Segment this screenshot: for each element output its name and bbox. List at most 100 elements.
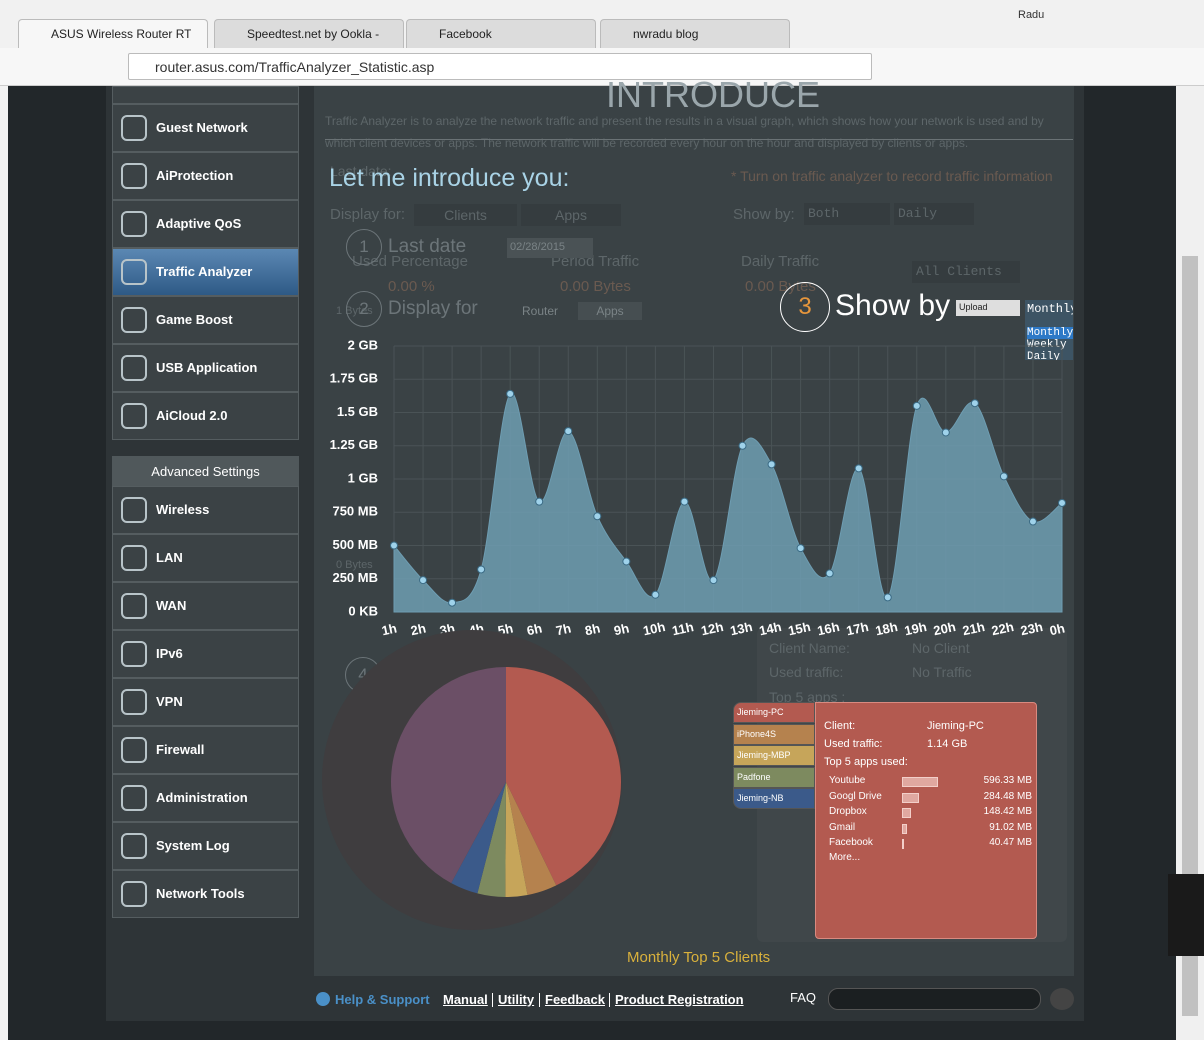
menu-icon: [121, 881, 147, 907]
faded-text: Top 5 apps :: [769, 689, 846, 705]
intro-text: Let me introduce you:: [329, 164, 570, 192]
menu-label: Firewall: [156, 742, 205, 757]
client-legend-item[interactable]: Padfone: [733, 766, 815, 788]
client-legend-item[interactable]: Jieming-NB: [733, 788, 815, 809]
client-legend-item[interactable]: Jieming-MBP: [733, 745, 815, 766]
browser-tab[interactable]: nwradu blog: [600, 19, 790, 48]
menu-item[interactable]: Administration: [112, 774, 299, 822]
faded-select: Both: [804, 203, 890, 225]
faded-text: Used traffic:: [769, 664, 844, 680]
app-bar: [902, 808, 911, 818]
client-name: Padfone: [737, 771, 771, 782]
detail-text: Dropbox: [829, 806, 867, 817]
router-option: Router: [522, 304, 559, 318]
menu-item[interactable]: LAN: [112, 534, 299, 582]
step-label: Last date: [388, 235, 467, 257]
date-box: 02/28/2015: [507, 238, 593, 258]
menu-label: System Log: [156, 838, 230, 853]
menu-label: VPN: [156, 694, 183, 709]
menu-item[interactable]: Network Tools: [112, 870, 299, 918]
faded-text: Daily Traffic: [741, 253, 820, 270]
menu-label: AiCloud 2.0: [156, 408, 228, 423]
description: Traffic Analyzer is to analyze the netwo…: [325, 114, 1044, 150]
menu-item[interactable]: WAN: [112, 582, 299, 630]
menu-label: AiProtection: [156, 168, 234, 183]
browser-tab[interactable]: Facebook: [406, 19, 596, 48]
left-strip: [0, 86, 8, 1040]
detail-text: Googl Drive: [829, 790, 882, 802]
footer-link[interactable]: Product Registration: [615, 992, 744, 1007]
app-bar: [902, 777, 938, 787]
address-bar[interactable]: [128, 53, 872, 80]
dropdown-option[interactable]: Monthly: [1027, 327, 1073, 339]
menu-item[interactable]: Traffic Analyzer: [112, 248, 299, 296]
divider: [325, 139, 1073, 140]
step-circle: 3: [780, 282, 830, 332]
menu-item[interactable]: USB Application: [112, 344, 299, 392]
app-bar: [902, 839, 905, 849]
browser-tab[interactable]: Speedtest.net by Ookla -: [214, 19, 404, 48]
footer-link[interactable]: Manual: [443, 992, 488, 1007]
step-circle: 1: [346, 229, 382, 265]
detail-text: Jieming-PC: [927, 720, 984, 732]
detail-text: 91.02 MB: [989, 821, 1032, 833]
menu-item[interactable]: Adaptive QoS: [112, 200, 299, 248]
detail-text: 148.42 MB: [983, 806, 1032, 817]
menu-label: IPv6: [156, 646, 183, 661]
detail-text: 1.14 GB: [927, 738, 968, 750]
footer-separator: [492, 993, 493, 1007]
faded-select: All Clients: [912, 261, 1020, 283]
menu-label: WAN: [156, 598, 187, 613]
menu-icon: [121, 355, 147, 381]
help-link[interactable]: Help & Support: [335, 992, 430, 1007]
faded-button: Apps: [521, 204, 621, 226]
faq-label: FAQ: [790, 990, 817, 1005]
menu-item[interactable]: IPv6: [112, 630, 299, 678]
menu-label: Game Boost: [156, 312, 233, 327]
dropdown-option[interactable]: Monthly: [1027, 302, 1073, 316]
menu-item[interactable]: AiProtection: [112, 152, 299, 200]
faded-text: Display for:: [330, 206, 406, 223]
menu-label: USB Application: [156, 360, 258, 375]
search-button[interactable]: [1050, 988, 1074, 1010]
client-name: Jieming-NB: [737, 793, 784, 803]
advanced-header: Advanced Settings: [112, 456, 299, 486]
client-legend-item[interactable]: iPhone4S: [733, 723, 815, 745]
menu-icon: [121, 259, 147, 285]
faq-search[interactable]: [828, 988, 1041, 1010]
menu-label: LAN: [156, 550, 183, 565]
step-circle: 4: [345, 657, 381, 693]
detail-text: 596.33 MB: [983, 775, 1032, 786]
dropdown-option[interactable]: Daily: [1027, 351, 1061, 360]
menu-item[interactable]: Wireless: [112, 486, 299, 534]
chart-caption: Monthly Top 5 Clients: [627, 949, 771, 966]
menu-icon: [121, 403, 147, 429]
menu-item[interactable]: Firewall: [112, 726, 299, 774]
show-by-select[interactable]: Upload: [956, 300, 1020, 316]
menu-item[interactable]: Game Boost: [112, 296, 299, 344]
faded-text: Show by:: [733, 206, 795, 223]
browser-tab[interactable]: ASUS Wireless Router RT: [18, 19, 208, 48]
menu-item[interactable]: System Log: [112, 822, 299, 870]
menu-icon: [121, 163, 147, 189]
user-name: Radu: [1018, 9, 1045, 21]
step-label: Show by: [835, 289, 951, 322]
menu-label: Adaptive QoS: [156, 216, 242, 231]
footer-link[interactable]: Utility: [498, 992, 535, 1007]
url[interactable]: router.asus.com/TrafficAnalyzer_Statisti…: [155, 59, 435, 75]
detail-text: 40.47 MB: [989, 837, 1032, 848]
menu-icon: [121, 593, 147, 619]
menu-icon: [121, 115, 147, 141]
menu-item[interactable]: Guest Network: [112, 104, 299, 152]
menu-item[interactable]: VPN: [112, 678, 299, 726]
detail-text: Used traffic:: [824, 738, 883, 750]
menu-label: Guest Network: [156, 120, 248, 135]
show-by-dropdown: Monthly Monthly Weekly Daily: [1025, 300, 1073, 360]
menu-item[interactable]: AiCloud 2.0: [112, 392, 299, 440]
dropdown-option[interactable]: Weekly: [1027, 339, 1067, 351]
menu-icon: [121, 833, 147, 859]
client-legend-item[interactable]: Jieming-PC: [733, 702, 815, 723]
dropbox-badge[interactable]: [1168, 874, 1204, 956]
footer-link[interactable]: Feedback: [545, 992, 605, 1007]
